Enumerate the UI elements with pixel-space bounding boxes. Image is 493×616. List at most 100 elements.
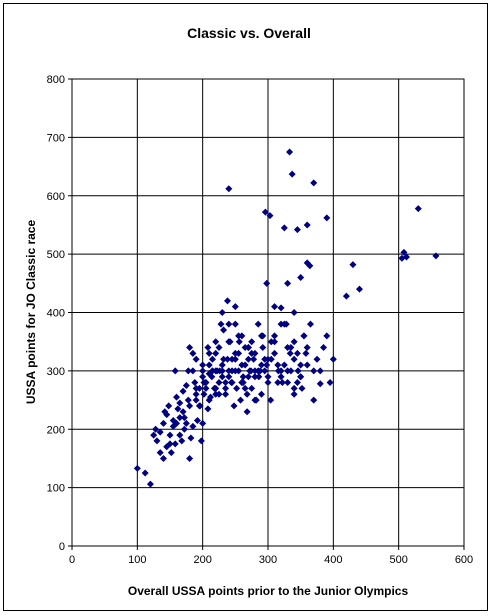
data-point bbox=[271, 349, 279, 357]
data-point bbox=[171, 367, 179, 375]
data-point bbox=[323, 332, 331, 340]
data-point bbox=[248, 384, 256, 392]
y-tick-label: 300 bbox=[47, 366, 65, 378]
data-point bbox=[150, 431, 158, 439]
data-point bbox=[197, 437, 205, 445]
data-point bbox=[218, 309, 226, 316]
data-point bbox=[220, 355, 228, 363]
data-point bbox=[171, 440, 179, 448]
data-point bbox=[264, 355, 272, 363]
data-point bbox=[156, 428, 164, 436]
data-point bbox=[159, 454, 167, 462]
data-point bbox=[167, 449, 175, 457]
data-point bbox=[163, 443, 171, 451]
data-point bbox=[225, 338, 233, 346]
data-point bbox=[277, 373, 285, 381]
data-point bbox=[271, 332, 279, 340]
data-point bbox=[176, 431, 184, 439]
data-point bbox=[191, 379, 199, 387]
data-point bbox=[222, 379, 230, 387]
data-point bbox=[192, 355, 200, 363]
scatter-chart: Classic vs. Overall 0 100 200 300 400 500 600 7… bbox=[24, 25, 473, 598]
data-point bbox=[251, 396, 259, 404]
data-point bbox=[133, 464, 141, 472]
y-tick-label: 600 bbox=[47, 191, 65, 203]
x-tick-label: 600 bbox=[455, 554, 473, 566]
data-point bbox=[179, 408, 187, 416]
data-point bbox=[173, 393, 181, 401]
data-point bbox=[287, 344, 295, 352]
data-point bbox=[238, 379, 246, 387]
data-point bbox=[212, 390, 220, 398]
data-point bbox=[271, 303, 279, 311]
data-point bbox=[199, 373, 207, 381]
data-point bbox=[403, 253, 411, 261]
data-point bbox=[303, 344, 311, 352]
x-axis-label: Overall USSA points prior to the Junior … bbox=[128, 584, 409, 598]
data-point bbox=[192, 396, 200, 404]
data-point bbox=[225, 320, 233, 328]
data-point bbox=[222, 390, 230, 398]
data-point bbox=[254, 320, 262, 328]
data-point bbox=[293, 379, 301, 387]
data-point bbox=[202, 379, 210, 387]
data-point bbox=[227, 379, 235, 387]
data-point bbox=[294, 367, 302, 375]
data-point bbox=[205, 361, 213, 369]
x-tick-label: 100 bbox=[128, 554, 146, 566]
data-point bbox=[199, 419, 207, 427]
data-point bbox=[414, 205, 422, 213]
data-point bbox=[251, 367, 259, 375]
data-point bbox=[290, 355, 298, 363]
data-point bbox=[306, 320, 314, 328]
data-point bbox=[303, 221, 311, 229]
y-tick-label: 0 bbox=[59, 541, 65, 553]
data-point bbox=[310, 367, 318, 375]
data-point bbox=[264, 379, 272, 387]
x-tick-label: 300 bbox=[259, 554, 277, 566]
data-point bbox=[192, 390, 200, 398]
data-point bbox=[355, 285, 363, 293]
data-point bbox=[298, 384, 306, 392]
data-point bbox=[243, 408, 251, 416]
data-point bbox=[313, 355, 321, 363]
data-point bbox=[195, 402, 203, 410]
data-point bbox=[182, 419, 190, 427]
data-point bbox=[228, 355, 236, 363]
data-point bbox=[329, 355, 337, 363]
data-points bbox=[133, 148, 440, 488]
data-point bbox=[152, 425, 160, 433]
data-point bbox=[225, 185, 233, 193]
y-tick-label: 100 bbox=[47, 483, 65, 495]
data-point bbox=[280, 361, 288, 369]
y-tick-label: 800 bbox=[47, 74, 65, 86]
data-point bbox=[263, 279, 271, 287]
data-point bbox=[290, 309, 298, 316]
data-point bbox=[146, 480, 154, 488]
data-point bbox=[220, 326, 228, 334]
data-point bbox=[161, 408, 169, 416]
data-point bbox=[278, 379, 286, 387]
data-point bbox=[237, 396, 245, 404]
data-point bbox=[192, 384, 200, 392]
data-point bbox=[182, 381, 190, 389]
data-point bbox=[300, 332, 308, 340]
chart-title: Classic vs. Overall bbox=[187, 25, 311, 41]
data-point bbox=[218, 367, 226, 375]
data-point bbox=[288, 170, 296, 178]
data-point bbox=[241, 344, 249, 352]
data-point bbox=[244, 373, 252, 381]
data-point bbox=[180, 414, 188, 422]
data-point bbox=[290, 390, 298, 398]
data-point bbox=[205, 349, 213, 357]
data-point bbox=[186, 344, 194, 352]
data-point bbox=[199, 367, 207, 375]
data-point bbox=[274, 379, 282, 387]
data-point bbox=[208, 367, 216, 375]
data-point bbox=[297, 361, 305, 369]
data-point bbox=[243, 390, 251, 398]
data-point bbox=[208, 355, 216, 363]
x-tick-label: 500 bbox=[389, 554, 407, 566]
data-point bbox=[186, 402, 194, 410]
data-point bbox=[187, 434, 195, 442]
